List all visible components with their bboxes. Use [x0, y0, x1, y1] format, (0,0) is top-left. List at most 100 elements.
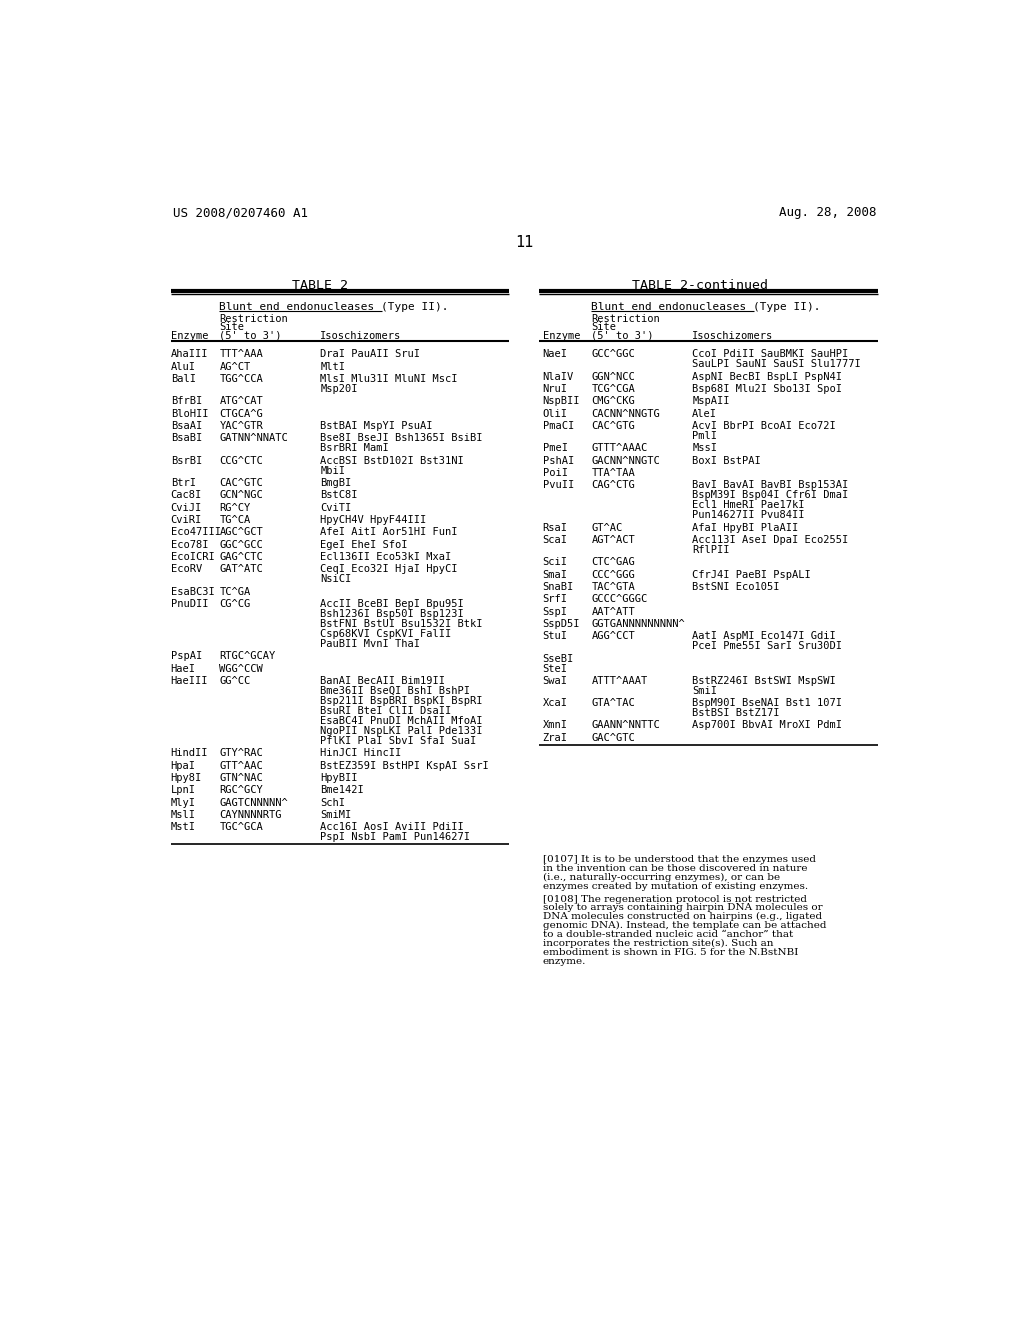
Text: PmlI: PmlI	[692, 430, 717, 441]
Text: AcvI BbrPI BcoAI Eco72I: AcvI BbrPI BcoAI Eco72I	[692, 421, 836, 430]
Text: HpyCH4V HpyF44III: HpyCH4V HpyF44III	[321, 515, 426, 525]
Text: TG^CA: TG^CA	[219, 515, 251, 525]
Text: enzymes created by mutation of existing enzymes.: enzymes created by mutation of existing …	[543, 882, 808, 891]
Text: Bme142I: Bme142I	[321, 785, 364, 795]
Text: GT^AC: GT^AC	[592, 523, 623, 532]
Text: embodiment is shown in FIG. 5 for the N.BstNBI: embodiment is shown in FIG. 5 for the N.…	[543, 948, 798, 957]
Text: US 2008/0207460 A1: US 2008/0207460 A1	[173, 206, 308, 219]
Text: TABLE 2: TABLE 2	[292, 280, 348, 292]
Text: PmeI: PmeI	[543, 444, 567, 453]
Text: BanAI BecAII Bim19II: BanAI BecAII Bim19II	[321, 676, 445, 686]
Text: PspAI: PspAI	[171, 651, 202, 661]
Text: TABLE 2-continued: TABLE 2-continued	[632, 280, 768, 292]
Text: CMG^CKG: CMG^CKG	[592, 396, 635, 407]
Text: GTT^AAC: GTT^AAC	[219, 760, 263, 771]
Text: BsuRI BteI ClII DsaII: BsuRI BteI ClII DsaII	[321, 706, 452, 715]
Text: GAC^GTC: GAC^GTC	[592, 733, 635, 743]
Text: SspD5I: SspD5I	[543, 619, 581, 628]
Text: PshAI: PshAI	[543, 455, 573, 466]
Text: TAC^GTA: TAC^GTA	[592, 582, 635, 591]
Text: CAC^GTC: CAC^GTC	[219, 478, 263, 488]
Text: PoiI: PoiI	[543, 469, 567, 478]
Text: RflPII: RflPII	[692, 545, 730, 554]
Text: BstBAI MspYI PsuAI: BstBAI MspYI PsuAI	[321, 421, 433, 430]
Text: GAG^CTC: GAG^CTC	[219, 552, 263, 562]
Text: 11: 11	[516, 235, 534, 251]
Text: (i.e., naturally-occurring enzymes), or can be: (i.e., naturally-occurring enzymes), or …	[543, 873, 779, 882]
Text: Blunt end endonucleases (Type II).: Blunt end endonucleases (Type II).	[219, 302, 449, 313]
Text: SciI: SciI	[543, 557, 567, 568]
Text: HpyBII: HpyBII	[321, 774, 357, 783]
Text: BsrBI: BsrBI	[171, 455, 202, 466]
Text: Bme36II BseQI BshI BshPI: Bme36II BseQI BshI BshPI	[321, 686, 470, 696]
Text: Cac8I: Cac8I	[171, 490, 202, 500]
Text: WGG^CCW: WGG^CCW	[219, 664, 263, 673]
Text: GTTT^AAAC: GTTT^AAAC	[592, 444, 648, 453]
Text: Bsh1236I Bsp50I Bsp123I: Bsh1236I Bsp50I Bsp123I	[321, 609, 464, 619]
Text: MspAII: MspAII	[692, 396, 730, 407]
Text: MslI: MslI	[171, 810, 196, 820]
Text: MbiI: MbiI	[321, 466, 345, 475]
Text: EcoICRI: EcoICRI	[171, 552, 214, 562]
Text: AGC^GCT: AGC^GCT	[219, 527, 263, 537]
Text: CAG^CTG: CAG^CTG	[592, 480, 635, 490]
Text: SwaI: SwaI	[543, 676, 567, 686]
Text: AleI: AleI	[692, 409, 717, 418]
Text: SmaI: SmaI	[543, 570, 567, 579]
Text: AAT^ATT: AAT^ATT	[592, 607, 635, 616]
Text: HaeI: HaeI	[171, 664, 196, 673]
Text: (5' to 3'): (5' to 3')	[219, 331, 282, 341]
Text: ATTT^AAAT: ATTT^AAAT	[592, 676, 648, 686]
Text: (5' to 3'): (5' to 3')	[592, 331, 654, 341]
Text: ZraI: ZraI	[543, 733, 567, 743]
Text: AfaI HpyBI PlaAII: AfaI HpyBI PlaAII	[692, 523, 799, 532]
Text: SteI: SteI	[543, 664, 567, 673]
Text: CviJI: CviJI	[171, 503, 202, 512]
Text: TCG^CGA: TCG^CGA	[592, 384, 635, 393]
Text: CTC^GAG: CTC^GAG	[592, 557, 635, 568]
Text: EsaBC4I PnuDI MchAII MfoAI: EsaBC4I PnuDI MchAII MfoAI	[321, 715, 482, 726]
Text: SmiI: SmiI	[692, 686, 717, 696]
Text: DNA molecules constructed on hairpins (e.g., ligated: DNA molecules constructed on hairpins (e…	[543, 912, 821, 921]
Text: PspI NsbI PamI Pun14627I: PspI NsbI PamI Pun14627I	[321, 832, 470, 842]
Text: BtrI: BtrI	[171, 478, 196, 488]
Text: RsaI: RsaI	[543, 523, 567, 532]
Text: NspBII: NspBII	[543, 396, 581, 407]
Text: Isoschizomers: Isoschizomers	[692, 331, 773, 341]
Text: Isoschizomers: Isoschizomers	[321, 331, 401, 341]
Text: AG^CT: AG^CT	[219, 362, 251, 372]
Text: BstSNI Eco105I: BstSNI Eco105I	[692, 582, 779, 591]
Text: BsrBRI MamI: BsrBRI MamI	[321, 444, 389, 453]
Text: TTT^AAA: TTT^AAA	[219, 350, 263, 359]
Text: AccII BceBI BepI Bpu95I: AccII BceBI BepI Bpu95I	[321, 599, 464, 609]
Text: AGT^ACT: AGT^ACT	[592, 535, 635, 545]
Text: BstRZ246I BstSWI MspSWI: BstRZ246I BstSWI MspSWI	[692, 676, 836, 686]
Text: [0108] The regeneration protocol is not restricted: [0108] The regeneration protocol is not …	[543, 895, 807, 903]
Text: GAANN^NNTTC: GAANN^NNTTC	[592, 721, 660, 730]
Text: Restriction: Restriction	[592, 314, 660, 323]
Text: GTY^RAC: GTY^RAC	[219, 748, 263, 758]
Text: HindII: HindII	[171, 748, 208, 758]
Text: TTA^TAA: TTA^TAA	[592, 469, 635, 478]
Text: Ecl1 HmeRI Pae17kI: Ecl1 HmeRI Pae17kI	[692, 500, 805, 511]
Text: NlaIV: NlaIV	[543, 372, 573, 381]
Text: AatI AspMI Eco147I GdiI: AatI AspMI Eco147I GdiI	[692, 631, 836, 642]
Text: PauBII MvnI ThaI: PauBII MvnI ThaI	[321, 639, 420, 649]
Text: MlyI: MlyI	[171, 797, 196, 808]
Text: EcoRV: EcoRV	[171, 564, 202, 574]
Text: Restriction: Restriction	[219, 314, 288, 323]
Text: CAC^GTG: CAC^GTG	[592, 421, 635, 430]
Text: SspI: SspI	[543, 607, 567, 616]
Text: TC^GA: TC^GA	[219, 586, 251, 597]
Text: Bsp68I Mlu2I Sbo13I SpoI: Bsp68I Mlu2I Sbo13I SpoI	[692, 384, 842, 393]
Text: Site: Site	[592, 322, 616, 333]
Text: AluI: AluI	[171, 362, 196, 372]
Text: Ecl136II Eco53kI MxaI: Ecl136II Eco53kI MxaI	[321, 552, 452, 562]
Text: MstI: MstI	[171, 822, 196, 832]
Text: NruI: NruI	[543, 384, 567, 393]
Text: in the invention can be those discovered in nature: in the invention can be those discovered…	[543, 865, 807, 873]
Text: enzyme.: enzyme.	[543, 957, 586, 965]
Text: BoxI BstPAI: BoxI BstPAI	[692, 455, 761, 466]
Text: incorporates the restriction site(s). Such an: incorporates the restriction site(s). Su…	[543, 939, 773, 948]
Text: GAGTCNNNNN^: GAGTCNNNNN^	[219, 797, 288, 808]
